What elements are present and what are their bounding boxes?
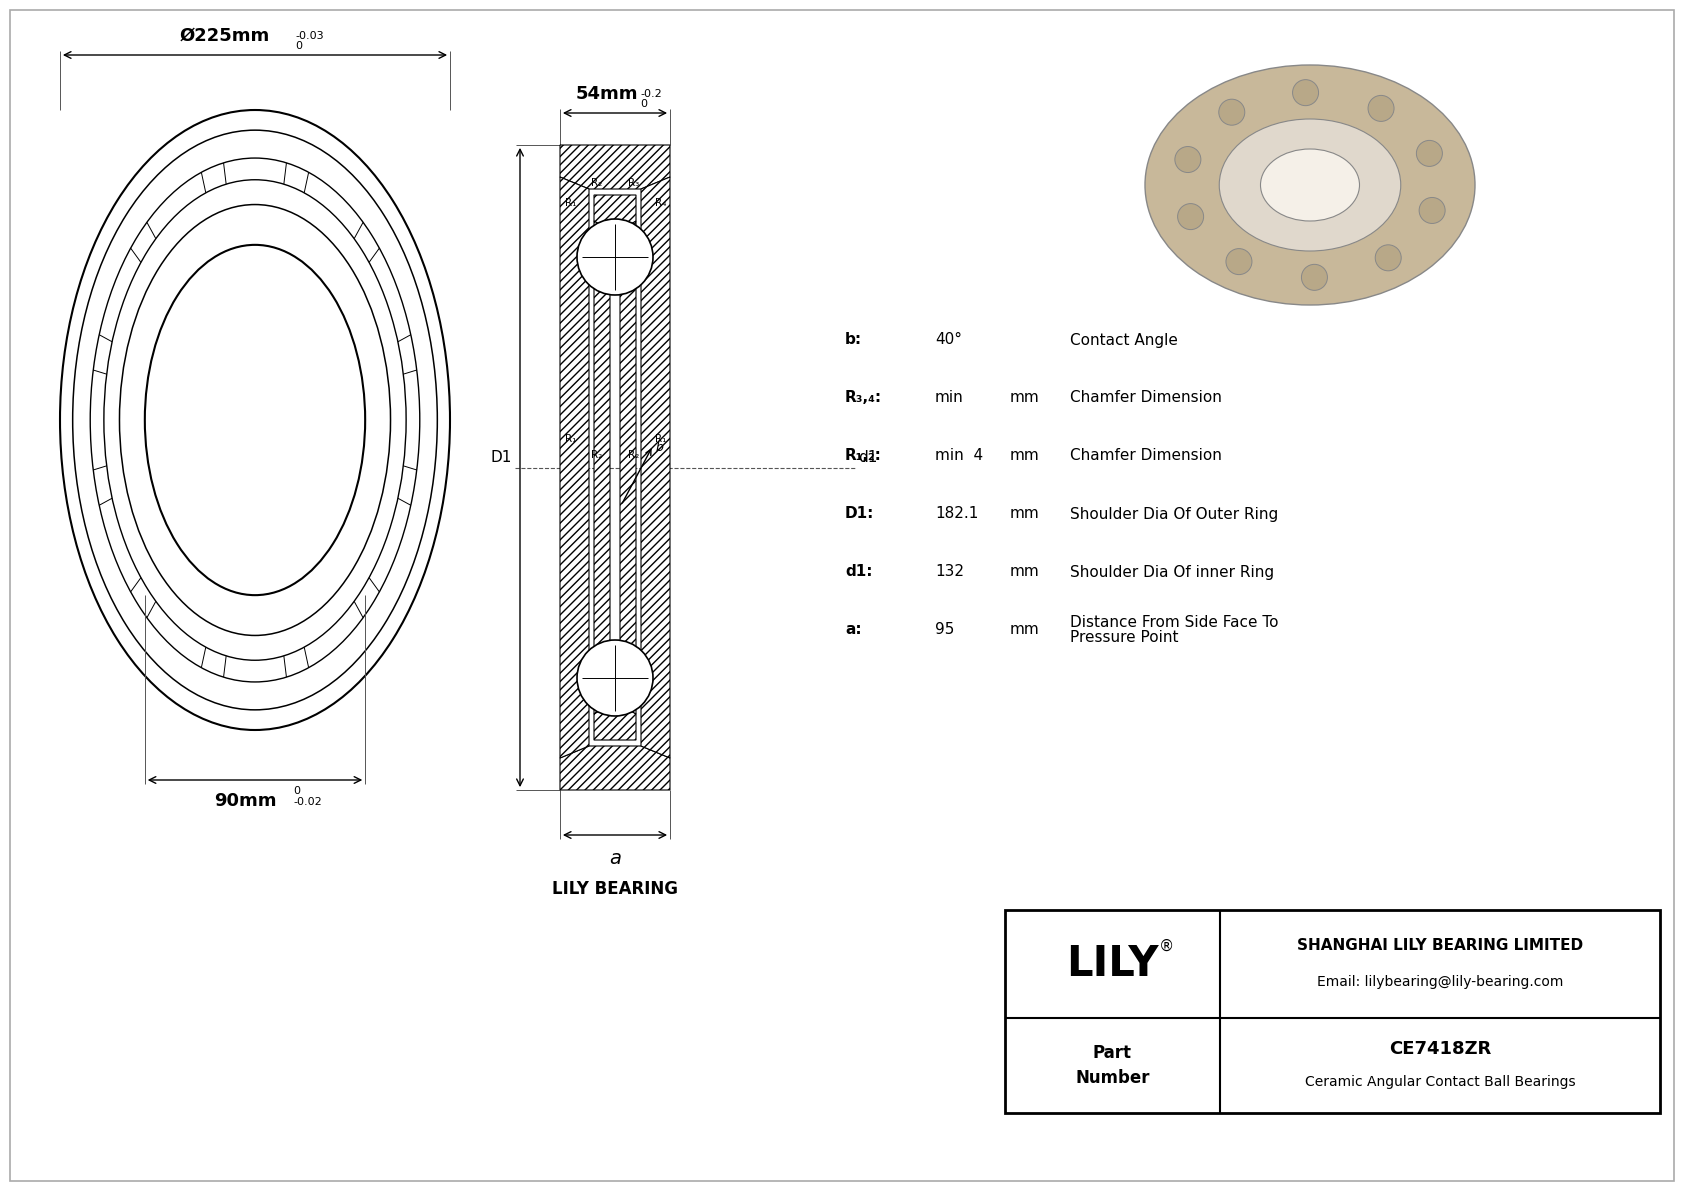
Circle shape [1175, 146, 1201, 173]
Text: Pressure Point: Pressure Point [1069, 630, 1179, 646]
Text: R₄: R₄ [655, 198, 665, 208]
Text: SHANGHAI LILY BEARING LIMITED: SHANGHAI LILY BEARING LIMITED [1297, 939, 1583, 953]
Circle shape [1376, 245, 1401, 270]
Circle shape [578, 219, 653, 295]
Text: Contact Angle: Contact Angle [1069, 332, 1177, 348]
Text: Ceramic Angular Contact Ball Bearings: Ceramic Angular Contact Ball Bearings [1305, 1074, 1575, 1089]
Text: 182.1: 182.1 [935, 506, 978, 522]
Text: D1: D1 [490, 449, 512, 464]
Circle shape [1302, 264, 1327, 291]
Polygon shape [642, 177, 670, 757]
Text: 90mm: 90mm [214, 792, 276, 810]
Circle shape [1367, 95, 1394, 121]
Text: Ø225mm: Ø225mm [180, 27, 269, 45]
Text: mm: mm [1010, 565, 1039, 580]
Text: mm: mm [1010, 623, 1039, 637]
Ellipse shape [1219, 119, 1401, 251]
Text: 40°: 40° [935, 332, 962, 348]
Text: LILY BEARING: LILY BEARING [552, 880, 679, 898]
Text: R₁: R₁ [566, 198, 576, 208]
Circle shape [1177, 204, 1204, 230]
Text: -0.03: -0.03 [295, 31, 323, 40]
Text: min  4: min 4 [935, 449, 983, 463]
Polygon shape [561, 746, 670, 790]
Ellipse shape [1145, 66, 1475, 305]
Polygon shape [594, 195, 637, 231]
Text: d1: d1 [859, 449, 877, 464]
Polygon shape [620, 222, 637, 713]
Text: CE7418ZR: CE7418ZR [1389, 1041, 1490, 1059]
Polygon shape [561, 177, 589, 757]
Circle shape [1219, 99, 1244, 125]
Text: a:: a: [845, 623, 862, 637]
Circle shape [1416, 141, 1443, 167]
Text: -0.2: -0.2 [640, 89, 662, 99]
Circle shape [1420, 198, 1445, 224]
Ellipse shape [1261, 149, 1359, 222]
Text: Chamfer Dimension: Chamfer Dimension [1069, 391, 1223, 405]
Text: 54mm: 54mm [576, 85, 638, 102]
Text: Shoulder Dia Of Outer Ring: Shoulder Dia Of Outer Ring [1069, 506, 1278, 522]
Polygon shape [561, 145, 670, 189]
Text: 0: 0 [295, 40, 301, 51]
Text: R₁: R₁ [655, 435, 665, 444]
Text: 0: 0 [293, 786, 300, 796]
Circle shape [1293, 80, 1319, 106]
Text: R₁,₂:: R₁,₂: [845, 449, 882, 463]
Text: Email: lilybearing@lily-bearing.com: Email: lilybearing@lily-bearing.com [1317, 975, 1563, 990]
Circle shape [578, 640, 653, 716]
Text: LILY: LILY [1066, 943, 1159, 985]
Text: mm: mm [1010, 506, 1039, 522]
Polygon shape [594, 704, 637, 740]
Text: -0.02: -0.02 [293, 797, 322, 807]
Circle shape [1226, 249, 1251, 275]
Text: R₃,₄:: R₃,₄: [845, 391, 882, 405]
Text: b: b [657, 441, 663, 454]
Text: mm: mm [1010, 449, 1039, 463]
Text: 0: 0 [640, 99, 647, 110]
Text: R₂: R₂ [591, 177, 603, 188]
Polygon shape [594, 222, 610, 713]
Text: Shoulder Dia Of inner Ring: Shoulder Dia Of inner Ring [1069, 565, 1275, 580]
Text: Chamfer Dimension: Chamfer Dimension [1069, 449, 1223, 463]
Text: Distance From Side Face To: Distance From Side Face To [1069, 615, 1278, 630]
Text: min: min [935, 391, 963, 405]
Text: b:: b: [845, 332, 862, 348]
Text: R₂: R₂ [591, 450, 603, 461]
Text: mm: mm [1010, 391, 1039, 405]
Text: a: a [610, 849, 621, 868]
Text: 132: 132 [935, 565, 963, 580]
Text: d1:: d1: [845, 565, 872, 580]
Text: R₃: R₃ [628, 177, 638, 188]
Text: D1:: D1: [845, 506, 874, 522]
Text: ®: ® [1159, 939, 1174, 954]
Text: 95: 95 [935, 623, 955, 637]
Text: Part
Number: Part Number [1076, 1045, 1150, 1087]
Text: R₁: R₁ [566, 435, 576, 444]
Bar [1005, 910, 1660, 1114]
Text: R₂: R₂ [628, 450, 638, 461]
